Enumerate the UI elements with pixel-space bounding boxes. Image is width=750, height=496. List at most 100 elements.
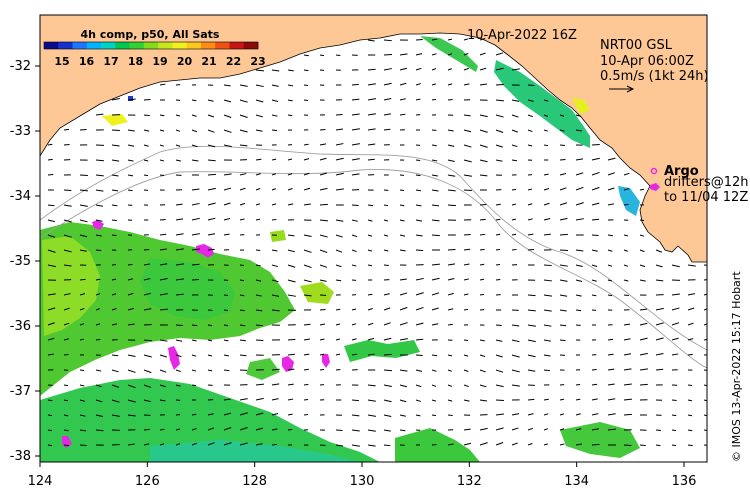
x-tick-label: 128 [242,474,267,489]
current-arrow [447,323,453,326]
current-arrow [575,202,584,206]
current-arrow [399,98,406,101]
current-arrow [607,234,613,237]
current-arrow [639,279,646,282]
current-arrow [63,249,72,253]
current-arrow [271,218,277,221]
current-arrow [415,277,424,281]
current-arrow [367,308,373,311]
current-arrow [175,384,181,387]
current-arrow [191,99,197,102]
y-tick-label: -34 [10,189,31,204]
x-tick-label: 134 [564,474,589,489]
current-arrow [319,54,325,57]
current-arrow [671,399,677,402]
current-arrow [431,189,439,192]
current-arrow [207,339,213,342]
current-arrow [271,413,279,416]
current-arrow [703,414,707,417]
current-arrow [303,203,311,206]
current-arrow [479,218,486,221]
current-arrow [287,428,293,431]
current-arrow [527,413,534,416]
current-arrow [191,188,200,191]
colorbar-tick-label: 17 [103,55,118,68]
current-arrow [399,322,408,326]
current-arrow [671,429,677,432]
current-arrow [255,114,264,118]
current-arrow [79,189,89,192]
current-arrow [271,188,276,191]
current-arrow [287,383,294,386]
current-arrow [63,444,70,447]
current-arrow [47,158,53,161]
colorbar-cell [172,42,187,49]
colorbar-cell [143,42,159,49]
current-arrow [319,264,328,268]
current-arrow [447,354,453,357]
current-arrow [63,128,70,131]
current-arrow [639,444,646,447]
current-arrow [223,144,232,148]
current-arrow [591,186,600,191]
current-arrow [575,218,584,221]
current-arrow [159,369,167,373]
current-arrow [591,157,600,161]
colorbar-ticks: 15 16 17 18 19 20 21 22 23 [54,55,265,68]
current-arrow [399,219,405,222]
current-arrow [367,113,376,116]
current-arrow [447,68,452,71]
current-arrow [79,249,87,252]
current-arrow [575,383,581,386]
current-arrow [335,308,341,311]
current-arrow [447,53,452,56]
current-arrow [367,353,375,356]
current-arrow [639,234,645,237]
current-arrow [239,114,248,118]
current-arrow [399,113,406,116]
current-arrow [239,339,246,342]
current-arrow [303,249,312,253]
current-arrow [287,338,296,341]
current-arrow [223,339,229,342]
current-arrow [351,444,360,447]
current-arrow [207,369,213,372]
current-arrow [255,443,263,446]
current-arrow [175,324,183,327]
gsl-line1: NRT00 GSL [600,38,673,53]
current-arrow [623,234,629,237]
current-arrow [287,398,294,401]
current-arrow [255,69,265,72]
current-arrow [159,354,167,358]
current-arrow [175,129,181,132]
current-arrow [495,339,503,342]
current-arrow [191,217,200,221]
current-arrow [559,187,567,191]
current-arrow [511,188,517,191]
current-arrow [303,294,312,297]
current-arrow [431,399,437,402]
current-arrow [255,294,262,297]
current-arrow [527,99,534,102]
current-arrow [319,143,327,146]
current-arrow [207,129,215,133]
current-arrow [655,322,664,326]
x-tick-label: 124 [28,474,53,489]
current-arrow [527,443,533,446]
current-arrow [447,129,454,132]
current-arrow [479,159,488,163]
current-arrow [431,98,437,101]
current-arrow [255,129,263,132]
current-arrow [543,443,548,446]
current-arrow [223,427,232,431]
current-arrow [511,233,517,236]
current-arrow [655,279,664,282]
current-arrow [527,309,536,312]
current-arrow [47,322,55,326]
current-arrow [687,429,693,432]
current-arrow [127,399,136,403]
current-arrow [591,383,598,386]
colorbar: 4h comp, p50, All Sats 15 16 17 18 19 20 21 22 2… [43,28,266,68]
current-arrow [431,277,440,281]
